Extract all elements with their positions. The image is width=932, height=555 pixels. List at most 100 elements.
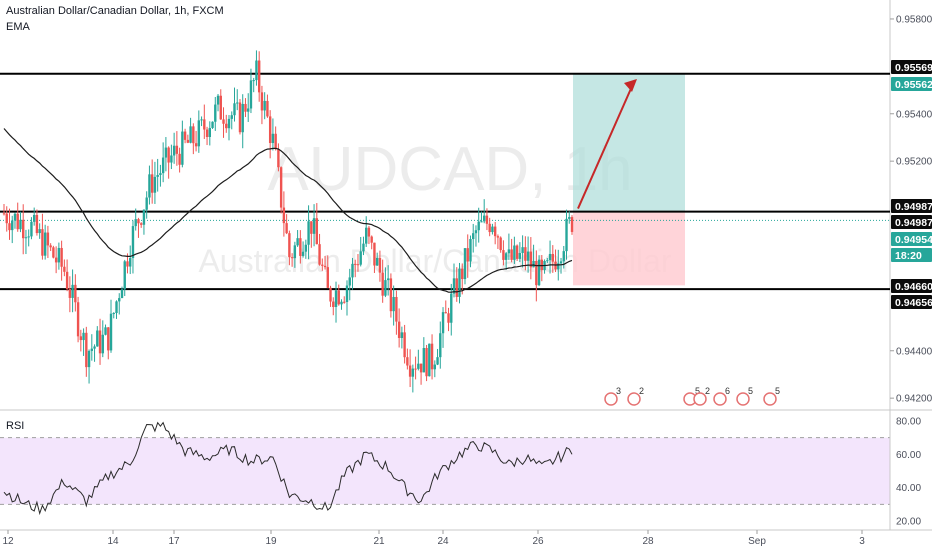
candle-body xyxy=(87,350,91,368)
candle-body xyxy=(406,357,409,366)
candle-body xyxy=(19,219,22,230)
candle-body xyxy=(211,121,214,128)
candle-body xyxy=(417,363,420,369)
candle-body xyxy=(461,268,464,280)
time-tick-label: 26 xyxy=(532,536,544,547)
event-marker[interactable]: 2 xyxy=(627,386,644,406)
rsi-tick-label: 20.00 xyxy=(896,517,921,528)
candle-body xyxy=(546,260,549,262)
candle-body xyxy=(485,215,489,224)
candle-body xyxy=(268,116,272,144)
candle-body xyxy=(233,103,236,116)
candle-body xyxy=(425,347,428,377)
candle-body xyxy=(277,149,280,168)
candle-body xyxy=(167,147,170,163)
candle-body xyxy=(384,280,387,296)
candle-body xyxy=(11,220,14,231)
candle-body xyxy=(214,104,217,122)
event-flag-icon xyxy=(604,392,618,406)
candle-body xyxy=(172,145,176,156)
candle-body xyxy=(197,120,201,147)
candle-body xyxy=(343,301,346,303)
candle-body xyxy=(551,253,554,262)
candle-body xyxy=(238,102,242,133)
event-count: 3 xyxy=(616,386,621,396)
price-tag: 0.94987 xyxy=(891,199,932,213)
candle-body xyxy=(260,92,264,111)
candle-body xyxy=(230,115,233,119)
candle-body xyxy=(381,272,384,296)
candle-body xyxy=(537,259,541,286)
candle-body xyxy=(22,219,25,239)
price-tag-box xyxy=(891,279,932,293)
time-tick-label: 19 xyxy=(265,536,277,547)
candle-body xyxy=(219,95,222,120)
event-flag-icon xyxy=(693,392,707,406)
candle-body xyxy=(502,250,505,260)
event-marker[interactable]: 5 xyxy=(763,386,780,406)
ema-indicator-label[interactable]: EMA xyxy=(6,21,30,33)
candle-body xyxy=(340,301,343,305)
candle-body xyxy=(35,214,39,234)
target-zone xyxy=(573,73,685,212)
candle-body xyxy=(397,321,401,338)
candle-body xyxy=(115,301,118,314)
candle-body xyxy=(570,217,574,232)
candle-body xyxy=(192,126,195,144)
candle-body xyxy=(329,287,332,302)
event-marker[interactable]: 6 xyxy=(713,386,730,406)
candle-body xyxy=(540,259,544,271)
price-tag-text: 18:20 xyxy=(895,250,922,262)
event-count: 2 xyxy=(639,386,644,396)
price-tag-box xyxy=(891,77,932,91)
event-marker[interactable]: 5 xyxy=(736,386,753,406)
candle-body xyxy=(170,155,173,163)
price-tag-text: 0.94660 xyxy=(895,281,932,293)
candle-body xyxy=(82,332,85,341)
candle-body xyxy=(247,108,250,112)
event-marker[interactable]: 3 xyxy=(604,386,621,406)
candle-body xyxy=(428,343,431,377)
candle-body xyxy=(304,244,308,252)
candle-body xyxy=(241,103,244,133)
candle-body xyxy=(441,312,445,334)
symbol-title[interactable]: Australian Dollar/Canadian Dollar, 1h, F… xyxy=(6,5,224,17)
rsi-indicator-label[interactable]: RSI xyxy=(6,420,25,432)
candle-body xyxy=(203,119,206,130)
candle-body xyxy=(375,257,379,266)
rsi-tick-label: 40.00 xyxy=(896,483,921,494)
price-tag: 18:20 xyxy=(891,248,932,262)
event-flag-icon xyxy=(627,392,641,406)
candle-body xyxy=(354,263,357,265)
candle-body xyxy=(49,245,52,248)
candle-body xyxy=(139,223,143,225)
candle-body xyxy=(93,346,96,349)
candle-body xyxy=(480,221,483,223)
target-arrow-head xyxy=(624,79,637,92)
candle-body xyxy=(13,213,17,221)
price-tag-box xyxy=(891,248,932,262)
candle-body xyxy=(433,364,437,370)
rsi-line xyxy=(3,421,573,516)
candle-body xyxy=(532,260,535,268)
candle-body xyxy=(79,336,83,341)
candle-body xyxy=(562,251,565,262)
price-tag-text: 0.94987 xyxy=(895,201,932,213)
candle-body xyxy=(118,298,121,302)
event-count: 6 xyxy=(725,386,730,396)
candle-body xyxy=(499,237,502,251)
time-tick-label: 14 xyxy=(107,536,119,547)
candle-body xyxy=(436,357,439,365)
candle-body xyxy=(257,60,261,93)
candle-body xyxy=(469,239,472,262)
price-tag-box xyxy=(891,295,932,309)
price-tick-label: 0.94200 xyxy=(896,394,932,405)
event-marker[interactable]: 2 xyxy=(693,386,710,406)
ema-line xyxy=(3,128,573,293)
candle-body xyxy=(208,127,211,138)
candle-body xyxy=(557,263,560,270)
candle-body xyxy=(414,368,417,370)
candle-body xyxy=(362,243,365,252)
candle-body xyxy=(38,229,41,234)
